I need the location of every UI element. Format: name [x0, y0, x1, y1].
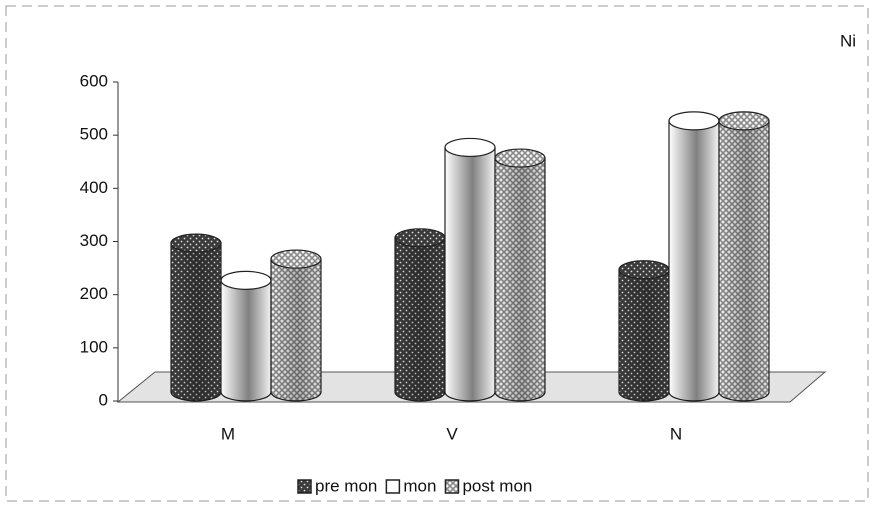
x-tick-label: V [446, 424, 458, 443]
y-tick-label: 0 [99, 390, 108, 409]
y-tick-label: 200 [80, 284, 108, 303]
legend-label: pre mon [315, 476, 377, 495]
x-tick-label: M [221, 424, 235, 443]
cylinder-shade [445, 147, 495, 401]
cylinder-shade [619, 269, 669, 401]
legend-label: post mon [462, 476, 532, 495]
cylinder-top [170, 233, 222, 253]
y-tick-label: 600 [80, 71, 108, 90]
x-tick-label: N [670, 424, 682, 443]
cylinder-shade [171, 243, 221, 401]
y-tick-label: 300 [80, 231, 108, 250]
cylinder-shade [395, 237, 445, 401]
cylinder-top [618, 260, 670, 280]
cylinder-top [444, 137, 496, 158]
y-tick-label: 500 [80, 125, 108, 144]
cylinder-top [494, 148, 546, 168]
cylinder-top [270, 249, 322, 269]
frame [5, 5, 869, 502]
legend-swatch [444, 479, 460, 494]
cylinder-top [220, 270, 272, 290]
cylinder-shade [719, 120, 769, 401]
cylinder-top [718, 111, 770, 131]
cylinder-top [394, 228, 446, 248]
cylinder-shade [669, 120, 719, 401]
chart-title: Ni [840, 31, 856, 50]
cylinder-shade [271, 259, 321, 401]
legend-swatch [385, 479, 401, 494]
cylinder-shade [495, 158, 545, 401]
legend-swatch [297, 479, 312, 494]
cylinder-shade [221, 280, 271, 401]
legend-label: mon [403, 476, 436, 495]
y-tick-label: 100 [80, 337, 108, 356]
cylinder-top [668, 111, 720, 131]
y-tick-label: 400 [80, 178, 108, 197]
